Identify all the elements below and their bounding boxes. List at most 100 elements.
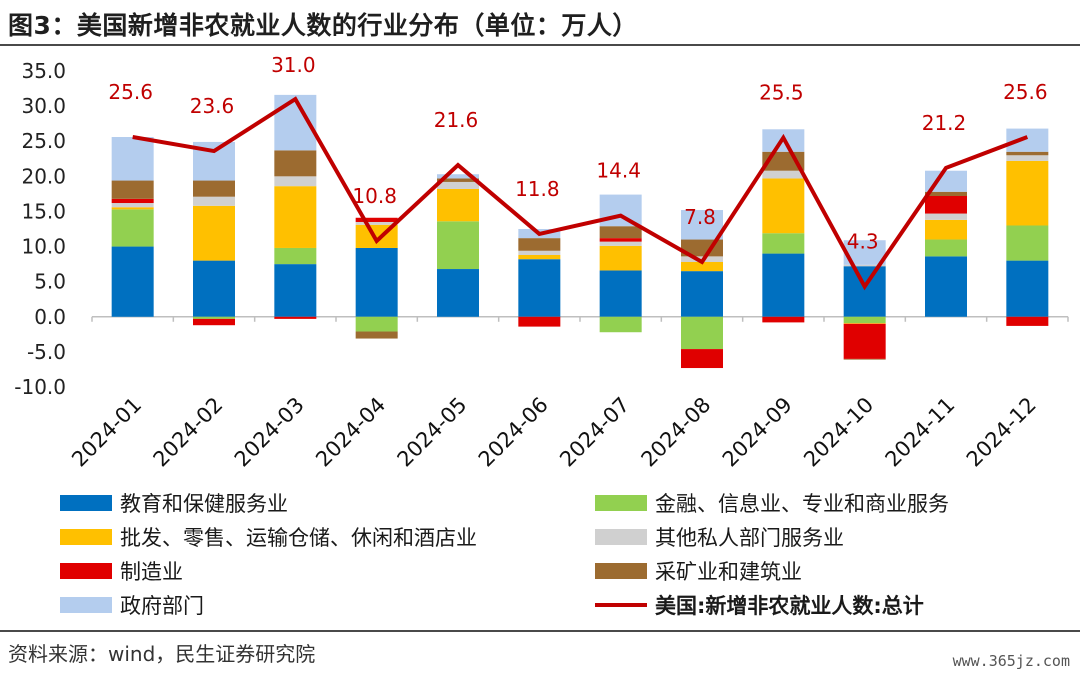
bar-segment (925, 219, 967, 240)
bar-segment (1006, 128, 1049, 152)
legend-label: 美国:新增非农就业人数:总计 (655, 594, 924, 618)
title-divider (0, 44, 1080, 46)
legend-item: 制造业 (60, 556, 183, 586)
watermark: www.365jz.com (952, 652, 1070, 670)
source-note: 资料来源：wind，民生证券研究院 (8, 642, 316, 666)
bar-segment (274, 150, 317, 177)
bar-segment (193, 260, 235, 317)
stacked-bar-line-chart: 35.030.025.020.015.010.05.00.0-5.0-10.02… (14, 53, 1069, 472)
total-data-label: 11.8 (515, 177, 560, 201)
bar-segment (437, 174, 479, 179)
bar-segment (925, 239, 967, 257)
bar-segment (355, 316, 398, 332)
bar-segment (762, 170, 805, 179)
total-data-label: 14.4 (596, 159, 641, 183)
bar-segment (274, 176, 317, 187)
total-data-label: 25.5 (759, 81, 804, 105)
bar-segment (599, 270, 642, 317)
bar-segment (843, 323, 886, 324)
legend-color-swatch (595, 495, 647, 511)
total-data-label: 10.8 (352, 184, 397, 208)
chart-title: 图3：美国新增非农就业人数的行业分布（单位：万人） (8, 11, 638, 40)
bar-segment (193, 318, 235, 326)
bar-segment (274, 316, 317, 319)
bar-segment (193, 180, 235, 197)
y-tick-label: 35.0 (21, 59, 66, 83)
legend-label: 其他私人部门服务业 (655, 526, 844, 550)
bar-segment (599, 241, 642, 246)
total-data-label: 25.6 (108, 80, 153, 104)
bar-segment (111, 203, 154, 208)
legend-label: 制造业 (120, 560, 183, 584)
bar-segment (111, 207, 154, 210)
bar-segment (518, 259, 561, 317)
total-data-label: 7.8 (684, 205, 716, 229)
bar-segment (1006, 160, 1049, 226)
legend-item: 金融、信息业、专业和商业服务 (595, 488, 949, 518)
legend-item: 政府部门 (60, 590, 204, 620)
y-tick-label: -10.0 (14, 375, 66, 399)
x-category-label: 2024-09 (718, 393, 797, 472)
bar-segment (193, 196, 235, 206)
x-category-label: 2024-08 (637, 393, 716, 472)
bar-segment (518, 238, 561, 251)
bar-segment (762, 253, 805, 317)
bar-segment (355, 221, 398, 225)
x-category-label: 2024-11 (881, 393, 960, 472)
bar-segment (843, 266, 886, 317)
x-category-label: 2024-06 (474, 393, 553, 472)
bar-segment (111, 180, 154, 199)
y-tick-label: 10.0 (21, 235, 66, 259)
bar-segment (274, 247, 317, 265)
y-tick-label: 30.0 (21, 94, 66, 118)
bar-segment (925, 213, 967, 220)
y-tick-label: 0.0 (34, 305, 66, 329)
bar-segment (437, 178, 479, 182)
bar-segment (762, 178, 805, 234)
legend-line-swatch (595, 603, 647, 607)
bar-segment (599, 245, 642, 271)
x-category-label: 2024-01 (67, 393, 146, 472)
legend-item: 美国:新增非农就业人数:总计 (595, 590, 924, 620)
x-category-label: 2024-12 (962, 393, 1041, 472)
bar-segment (111, 246, 154, 317)
bar-segment (111, 198, 154, 204)
bar-segment (437, 188, 479, 222)
bar-segment (1006, 225, 1049, 261)
bar-segment (925, 256, 967, 317)
total-data-label: 21.6 (434, 108, 479, 132)
bar-segment (599, 194, 642, 227)
bar-segment (518, 254, 561, 260)
total-data-label: 4.3 (847, 230, 879, 254)
bar-segment (599, 226, 642, 239)
bar-segment (843, 323, 886, 359)
bar-segment (599, 316, 642, 333)
bar-segment (843, 358, 886, 360)
legend-color-swatch (60, 597, 112, 613)
legend-item: 其他私人部门服务业 (595, 522, 844, 552)
legend-color-swatch (595, 529, 647, 545)
bar-segment (274, 264, 317, 317)
bar-segment (1006, 155, 1049, 161)
legend-item: 教育和保健服务业 (60, 488, 288, 518)
bar-segment (843, 316, 886, 324)
bar-segment (274, 186, 317, 248)
bar-segment (193, 205, 235, 261)
footer-divider (0, 630, 1080, 632)
x-category-label: 2024-07 (555, 393, 634, 472)
bar-segment (111, 209, 154, 247)
bar-segment (437, 221, 479, 270)
bar-segment (762, 316, 805, 323)
legend-color-swatch (595, 563, 647, 579)
bar-segment (1006, 151, 1049, 156)
bar-segment (599, 238, 642, 242)
legend-item: 批发、零售、运输仓储、休闲和酒店业 (60, 522, 477, 552)
legend-label: 政府部门 (120, 594, 204, 618)
bar-segment (518, 250, 561, 255)
x-category-label: 2024-04 (311, 393, 390, 472)
x-category-label: 2024-05 (393, 393, 472, 472)
bar-segment (762, 233, 805, 254)
bar-segment (681, 316, 723, 350)
total-data-label: 31.0 (271, 53, 316, 77)
bar-segment (925, 195, 967, 214)
